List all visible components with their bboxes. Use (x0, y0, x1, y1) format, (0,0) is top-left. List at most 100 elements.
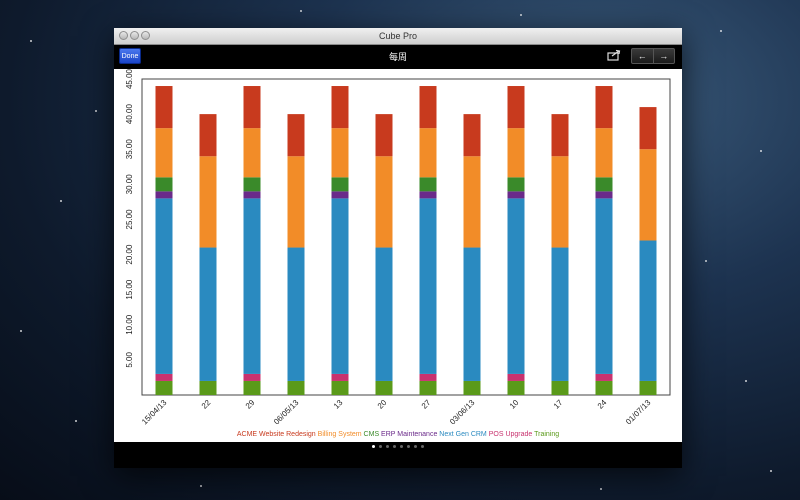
page-dot[interactable] (386, 445, 389, 448)
bar-segment (243, 177, 261, 192)
bar-segment (463, 156, 481, 248)
bar-segment (199, 380, 217, 395)
x-tick-label: 03/06/13 (448, 398, 477, 427)
y-tick-label: 35.00 (125, 139, 134, 160)
x-tick-label: 06/05/13 (272, 398, 301, 427)
window-title: Cube Pro (378, 31, 418, 41)
bar-segment (639, 240, 657, 381)
x-tick-label: 15/04/13 (140, 398, 169, 427)
bar-segment (463, 247, 481, 381)
window-titlebar: Cube Pro (114, 28, 682, 45)
legend-entry: Billing System (316, 431, 362, 438)
chart-panel: 5.00 10.00 15.00 20.00 25.00 30.00 35.00 40.00 4… (114, 68, 682, 442)
legend-entry: ERP Maintenance (379, 431, 437, 438)
x-tick-label: 13 (332, 398, 345, 411)
toolbar: Done 每周 ← → (114, 45, 682, 69)
x-tick-label: 29 (244, 398, 257, 411)
bar-segment (595, 373, 613, 381)
page-dot[interactable] (393, 445, 396, 448)
bar-segment (243, 380, 261, 395)
prev-button[interactable]: ← (637, 51, 647, 61)
bar-segment (287, 380, 305, 395)
y-tick-label: 10.00 (125, 314, 134, 335)
page-dot[interactable] (414, 445, 417, 448)
nav-button-group: ← → (631, 48, 675, 64)
legend-entry: ACME Website Redesign (237, 431, 316, 438)
bar-segment (375, 114, 393, 157)
y-tick-label: 45.00 (125, 69, 134, 89)
legend-entry: POS Upgrade (487, 431, 533, 438)
stacked-bar-chart: 5.00 10.00 15.00 20.00 25.00 30.00 35.00 40.00 4… (125, 68, 671, 438)
y-tick-label: 30.00 (125, 174, 134, 195)
bar-segment (419, 373, 437, 381)
share-button[interactable] (606, 49, 622, 63)
page-dot[interactable] (400, 445, 403, 448)
bar-segment (595, 198, 613, 374)
next-button[interactable]: → (652, 49, 675, 63)
bar-segment (287, 114, 305, 157)
bar-segment (155, 373, 173, 381)
x-tick-label: 27 (420, 398, 433, 411)
bar-segment (155, 380, 173, 395)
x-tick-label: 10 (508, 398, 521, 411)
close-window-button[interactable] (119, 31, 128, 40)
page-title: 每周 (388, 52, 407, 62)
page-dot[interactable] (379, 445, 382, 448)
bar-segment (463, 380, 481, 395)
bar-segment (507, 373, 525, 381)
bar-segment (243, 128, 261, 178)
minimize-window-button[interactable] (130, 31, 139, 40)
page-dot[interactable] (407, 445, 410, 448)
legend-entry: Training (532, 431, 559, 438)
y-tick-label: 15.00 (125, 279, 134, 300)
bar-segment (287, 156, 305, 248)
bar-segment (331, 373, 349, 381)
bar-segment (331, 380, 349, 395)
bar-segment (243, 191, 261, 199)
page-dot[interactable] (421, 445, 424, 448)
bar-segment (551, 380, 569, 395)
page-indicator[interactable] (114, 445, 682, 448)
bar-segment (331, 177, 349, 192)
bar-segment (155, 128, 173, 178)
bar-segment (375, 156, 393, 248)
bar-segment (595, 191, 613, 199)
bar-segment (419, 198, 437, 374)
bar-segment (331, 86, 349, 129)
bar-segment (551, 247, 569, 381)
y-tick-label: 5.00 (125, 352, 134, 368)
bar-segment (507, 198, 525, 374)
bar-segment (331, 128, 349, 178)
bar-segment (419, 191, 437, 199)
bar-segment (375, 380, 393, 395)
bar-segment (507, 128, 525, 178)
bar-segment (419, 86, 437, 129)
bar-segment (155, 198, 173, 374)
legend-entry: CMS (362, 431, 380, 438)
bar-segment (551, 114, 569, 157)
bar-segment (199, 247, 217, 381)
bar-segment (639, 149, 657, 241)
bar-segment (595, 86, 613, 129)
bar-segment (155, 177, 173, 192)
x-tick-label: 17 (552, 398, 565, 411)
bar-segment (419, 177, 437, 192)
bar-segment (595, 128, 613, 178)
bar-segment (243, 198, 261, 374)
x-tick-label: 24 (596, 398, 609, 411)
bar-segment (199, 114, 217, 157)
bar-segment (375, 247, 393, 381)
bar-segment (507, 380, 525, 395)
y-tick-label: 20.00 (125, 244, 134, 265)
zoom-window-button[interactable] (141, 31, 150, 40)
x-tick-label: 20 (376, 398, 389, 411)
done-button[interactable]: Done (119, 48, 141, 64)
bar-segment (243, 373, 261, 381)
page-dot[interactable] (372, 445, 375, 448)
legend: ACME Website Redesign Billing System CMS… (237, 431, 559, 438)
bar-segment (463, 114, 481, 157)
bar-segment (243, 86, 261, 129)
page-footer (114, 442, 682, 468)
y-tick-label: 40.00 (125, 104, 134, 125)
bar-segment (595, 380, 613, 395)
